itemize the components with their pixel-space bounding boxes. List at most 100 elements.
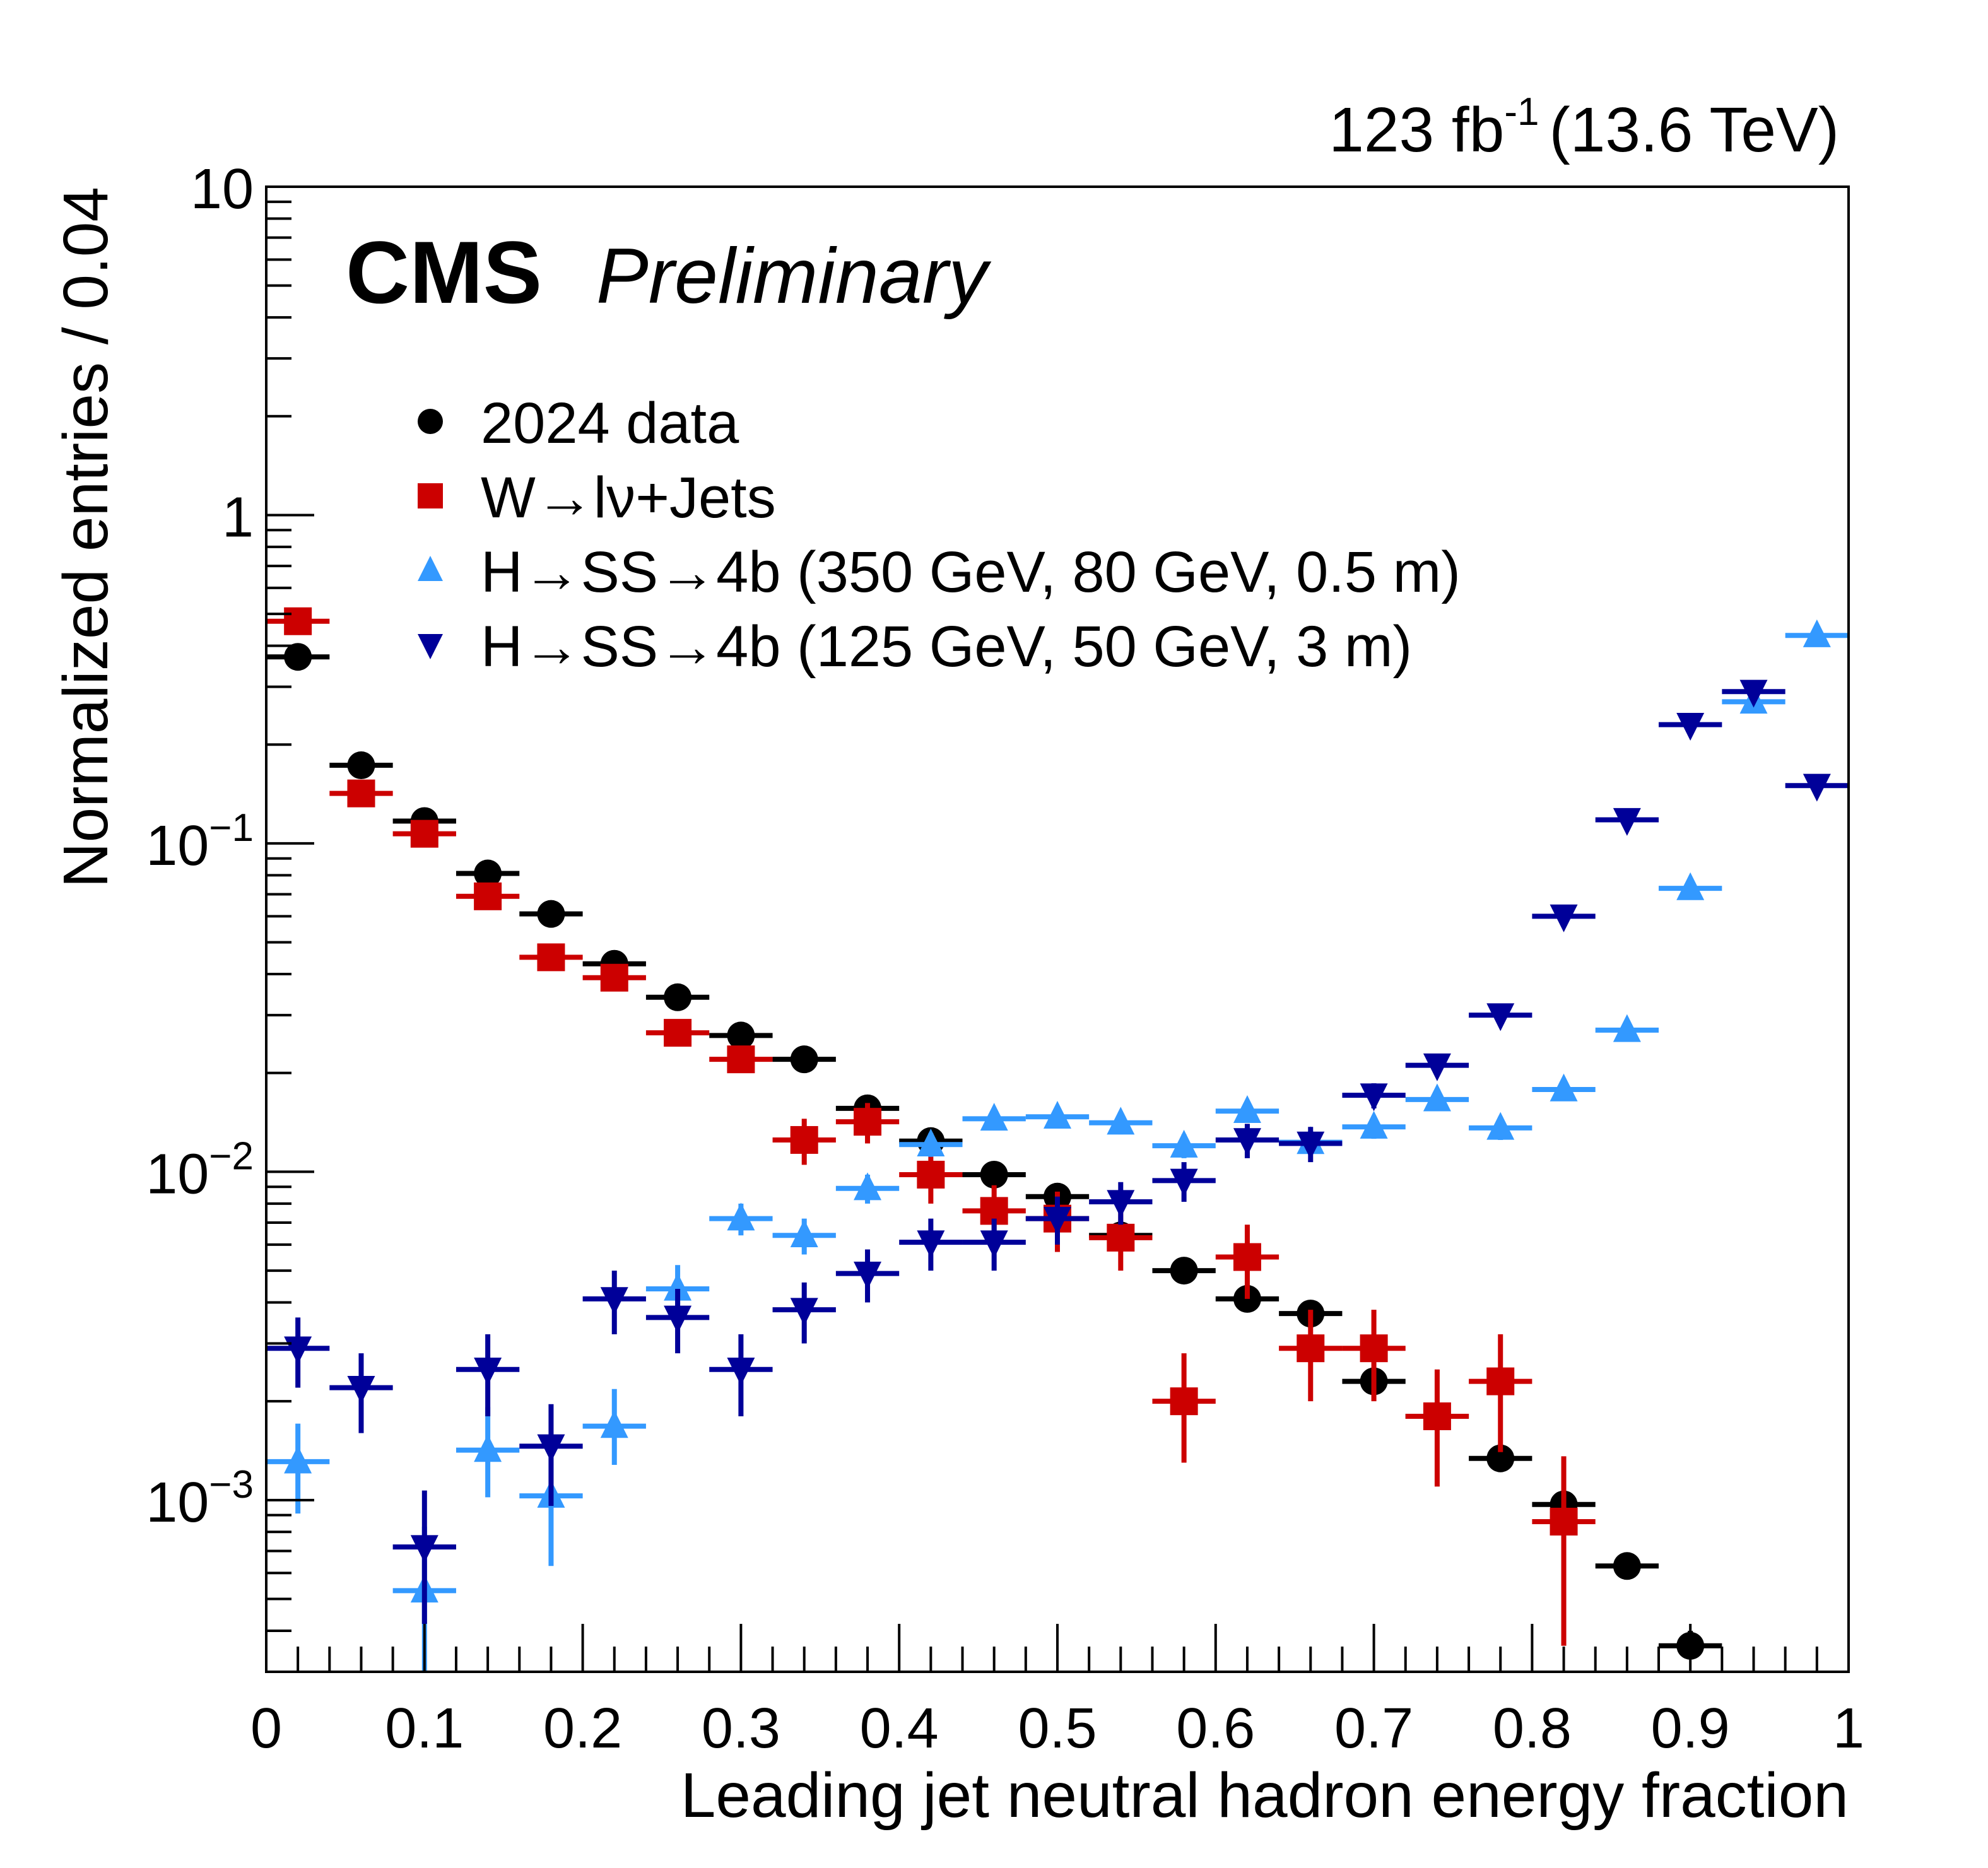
data-point <box>727 1358 755 1386</box>
legend-label: W→lν+Jets <box>481 466 776 530</box>
data-marks <box>266 607 1849 1672</box>
legend-label: 2024 data <box>481 391 739 455</box>
legend-marker <box>418 409 443 434</box>
data-point <box>1486 1003 1515 1031</box>
data-point <box>1613 808 1641 836</box>
x-axis-ticks <box>265 1624 1850 1672</box>
data-point <box>1233 1243 1261 1271</box>
x-tick-label: 0.4 <box>860 1697 939 1760</box>
data-point <box>1044 1206 1071 1235</box>
data-point <box>537 943 565 972</box>
data-point <box>1360 1334 1388 1363</box>
legend-item: 2024 data <box>418 391 739 455</box>
lumi-exponent: -1 <box>1504 90 1539 134</box>
data-point <box>980 1103 1008 1131</box>
data-point <box>1360 1110 1388 1139</box>
data-point <box>917 1230 945 1259</box>
data-point <box>1233 1128 1261 1156</box>
x-tick-label: 0.3 <box>702 1697 780 1760</box>
data-point <box>1486 1444 1515 1472</box>
x-tick-label: 0.6 <box>1176 1697 1255 1760</box>
y-tick-label: 10−3 <box>146 1463 254 1534</box>
data-point <box>1360 1083 1388 1112</box>
data-point <box>980 1230 1008 1259</box>
y-tick-label: 1 <box>222 486 254 549</box>
data-point <box>1486 1112 1515 1140</box>
data-point <box>727 1202 755 1231</box>
data-point <box>1297 1334 1325 1363</box>
series-3 <box>266 679 1849 1624</box>
data-point <box>1423 1083 1451 1112</box>
data-point <box>1739 679 1768 708</box>
data-point <box>1550 1073 1578 1101</box>
data-point <box>1107 1190 1135 1218</box>
x-tick-label: 0 <box>250 1697 282 1760</box>
data-point <box>474 882 502 910</box>
data-point <box>284 1445 312 1474</box>
data-point <box>347 751 375 780</box>
data-point <box>1803 773 1831 802</box>
x-tick-label: 0.8 <box>1493 1697 1572 1760</box>
data-point <box>664 1019 692 1047</box>
x-tick-label: 0.1 <box>385 1697 464 1760</box>
data-point <box>410 819 438 848</box>
data-point <box>1423 1402 1451 1430</box>
data-point <box>664 1305 692 1334</box>
data-point <box>537 1434 565 1462</box>
data-point <box>1803 619 1831 647</box>
data-point <box>854 1261 882 1289</box>
data-point <box>1550 1507 1578 1536</box>
data-point <box>1676 872 1705 900</box>
legend-marker <box>418 556 443 581</box>
legend-marker <box>418 634 443 659</box>
legend-label: H→SS→4b (350 GeV, 80 GeV, 0.5 m) <box>481 540 1461 604</box>
y-axis-ticks <box>266 185 314 1673</box>
data-point <box>917 1129 945 1157</box>
data-point <box>1676 712 1705 741</box>
data-point <box>537 900 565 928</box>
legend-label: H→SS→4b (125 GeV, 50 GeV, 3 m) <box>481 614 1412 679</box>
y-axis-label: Normalized entries / 0.04 <box>50 187 121 888</box>
data-point <box>854 1108 882 1136</box>
data-point <box>1107 1223 1135 1252</box>
data-point <box>790 1045 818 1074</box>
data-point <box>790 1219 818 1247</box>
data-point <box>1107 1107 1135 1135</box>
data-point <box>1170 1257 1198 1285</box>
data-point <box>1486 1367 1515 1395</box>
legend-marker <box>418 483 443 508</box>
preliminary-label: Preliminary <box>596 233 992 320</box>
data-point <box>474 1434 502 1462</box>
data-point <box>600 1410 628 1438</box>
x-tick-labels: 0 0.1 0.2 0.3 0.4 0.5 0.6 0.7 0.8 0.9 1 <box>250 1697 1864 1760</box>
data-point <box>790 1125 818 1154</box>
data-point <box>474 859 502 888</box>
data-point <box>1613 1014 1641 1042</box>
x-axis-label: Leading jet neutral hadron energy fracti… <box>681 1760 1849 1831</box>
data-point <box>790 1298 818 1326</box>
data-point <box>600 1287 628 1315</box>
x-tick-label: 0.7 <box>1334 1697 1413 1760</box>
data-point <box>727 1045 755 1074</box>
data-point <box>1170 1129 1198 1158</box>
data-point <box>1170 1168 1198 1197</box>
legend-item: W→lν+Jets <box>418 466 776 530</box>
data-point <box>1044 1101 1071 1129</box>
data-point <box>1297 1131 1325 1160</box>
data-point <box>600 963 628 992</box>
energy-value: (13.6 TeV) <box>1549 95 1839 165</box>
data-point <box>474 1358 502 1386</box>
x-tick-label: 1 <box>1833 1697 1864 1760</box>
y-tick-label: 10−1 <box>146 806 254 878</box>
x-tick-label: 0.2 <box>543 1697 622 1760</box>
data-point <box>1550 904 1578 932</box>
data-point <box>854 1172 882 1201</box>
y-tick-labels: 10 1 10−1 10−2 10−3 <box>146 158 254 1534</box>
series-2 <box>266 619 1849 1672</box>
y-tick-label: 10−2 <box>146 1134 254 1206</box>
data-point <box>1613 1552 1641 1580</box>
data-point <box>284 607 312 635</box>
series-0 <box>266 643 1722 1660</box>
data-point <box>347 1375 375 1404</box>
